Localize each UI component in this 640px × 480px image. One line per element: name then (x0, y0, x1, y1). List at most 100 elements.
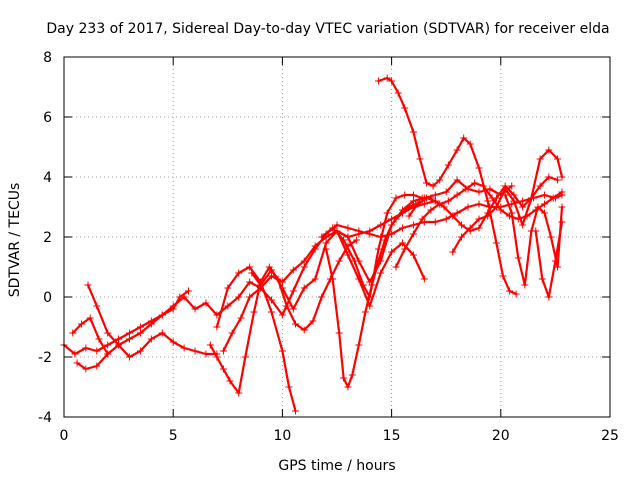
data-point (442, 188, 450, 196)
series-line (209, 238, 358, 395)
data-point (545, 146, 553, 154)
y-tick-label: 0 (43, 290, 52, 306)
data-point (436, 176, 444, 184)
data-point (506, 287, 514, 295)
data-point (344, 251, 352, 259)
data-point (540, 200, 548, 208)
data-point (392, 263, 400, 271)
series-track-4 (69, 314, 112, 358)
data-point (399, 209, 407, 217)
data-point (486, 185, 494, 193)
data-point (289, 305, 297, 313)
data-point (246, 293, 254, 301)
data-point (93, 302, 101, 310)
data-point (431, 191, 439, 199)
series-track-3 (84, 281, 221, 361)
data-point (418, 215, 426, 223)
series-track-8 (248, 176, 516, 313)
data-point (558, 218, 566, 226)
data-point (300, 326, 308, 334)
data-point (169, 305, 177, 313)
data-point (126, 353, 134, 361)
data-point (453, 176, 461, 184)
data-point (453, 209, 461, 217)
data-point (497, 206, 505, 214)
data-point (267, 272, 275, 280)
data-point (399, 224, 407, 232)
data-point (466, 224, 474, 232)
data-point (409, 221, 417, 229)
data-point (267, 296, 275, 304)
x-tick-label: 10 (273, 428, 291, 444)
data-point (475, 188, 483, 196)
data-point (519, 203, 527, 211)
data-point (300, 284, 308, 292)
data-point (104, 329, 112, 337)
data-point (292, 320, 300, 328)
data-point (499, 272, 507, 280)
data-point (558, 203, 566, 211)
data-point (169, 338, 177, 346)
data-point (409, 230, 417, 238)
data-point (224, 284, 232, 292)
data-point (519, 197, 527, 205)
data-point (344, 383, 352, 391)
data-point (401, 191, 409, 199)
data-point (536, 182, 544, 190)
data-point (246, 263, 254, 271)
series-line (377, 76, 518, 296)
data-point (335, 257, 343, 265)
series-line (394, 181, 564, 269)
data-point (440, 203, 448, 211)
data-point (475, 224, 483, 232)
data-point (348, 371, 356, 379)
data-point (246, 278, 254, 286)
data-point (311, 245, 319, 253)
data-point (318, 293, 326, 301)
data-point (510, 191, 518, 199)
data-point (399, 239, 407, 247)
data-point (442, 215, 450, 223)
data-point (104, 350, 112, 358)
data-point (551, 257, 559, 265)
plot-area (60, 74, 566, 415)
data-point (366, 302, 374, 310)
series-line (451, 148, 564, 254)
chart-title: Day 233 of 2017, Sidereal Day-to-day VTE… (46, 21, 609, 37)
data-point (368, 281, 376, 289)
data-point (241, 353, 249, 361)
data-point (289, 266, 297, 274)
series-track-12 (374, 74, 520, 298)
data-point (158, 311, 166, 319)
data-point (285, 383, 293, 391)
data-point (545, 173, 553, 181)
x-tick-label: 20 (492, 428, 510, 444)
data-point (521, 281, 529, 289)
data-point (514, 254, 522, 262)
data-point (176, 293, 184, 301)
data-point (405, 203, 413, 211)
data-point (381, 236, 389, 244)
data-point (136, 347, 144, 355)
data-point (235, 389, 243, 397)
data-point (466, 140, 474, 148)
data-point (431, 197, 439, 205)
data-point (213, 353, 221, 361)
data-point (235, 269, 243, 277)
data-point (475, 215, 483, 223)
y-tick-label: 6 (43, 110, 52, 126)
data-point (278, 347, 286, 355)
data-point (449, 212, 457, 220)
data-point (423, 179, 431, 187)
y-tick-label: -2 (38, 350, 52, 366)
data-point (292, 407, 300, 415)
data-point (226, 377, 234, 385)
data-point (527, 194, 535, 202)
data-point (86, 314, 94, 322)
y-tick-label: 2 (43, 230, 52, 246)
data-point (355, 227, 363, 235)
data-point (558, 173, 566, 181)
data-point (309, 317, 317, 325)
data-point (453, 146, 461, 154)
